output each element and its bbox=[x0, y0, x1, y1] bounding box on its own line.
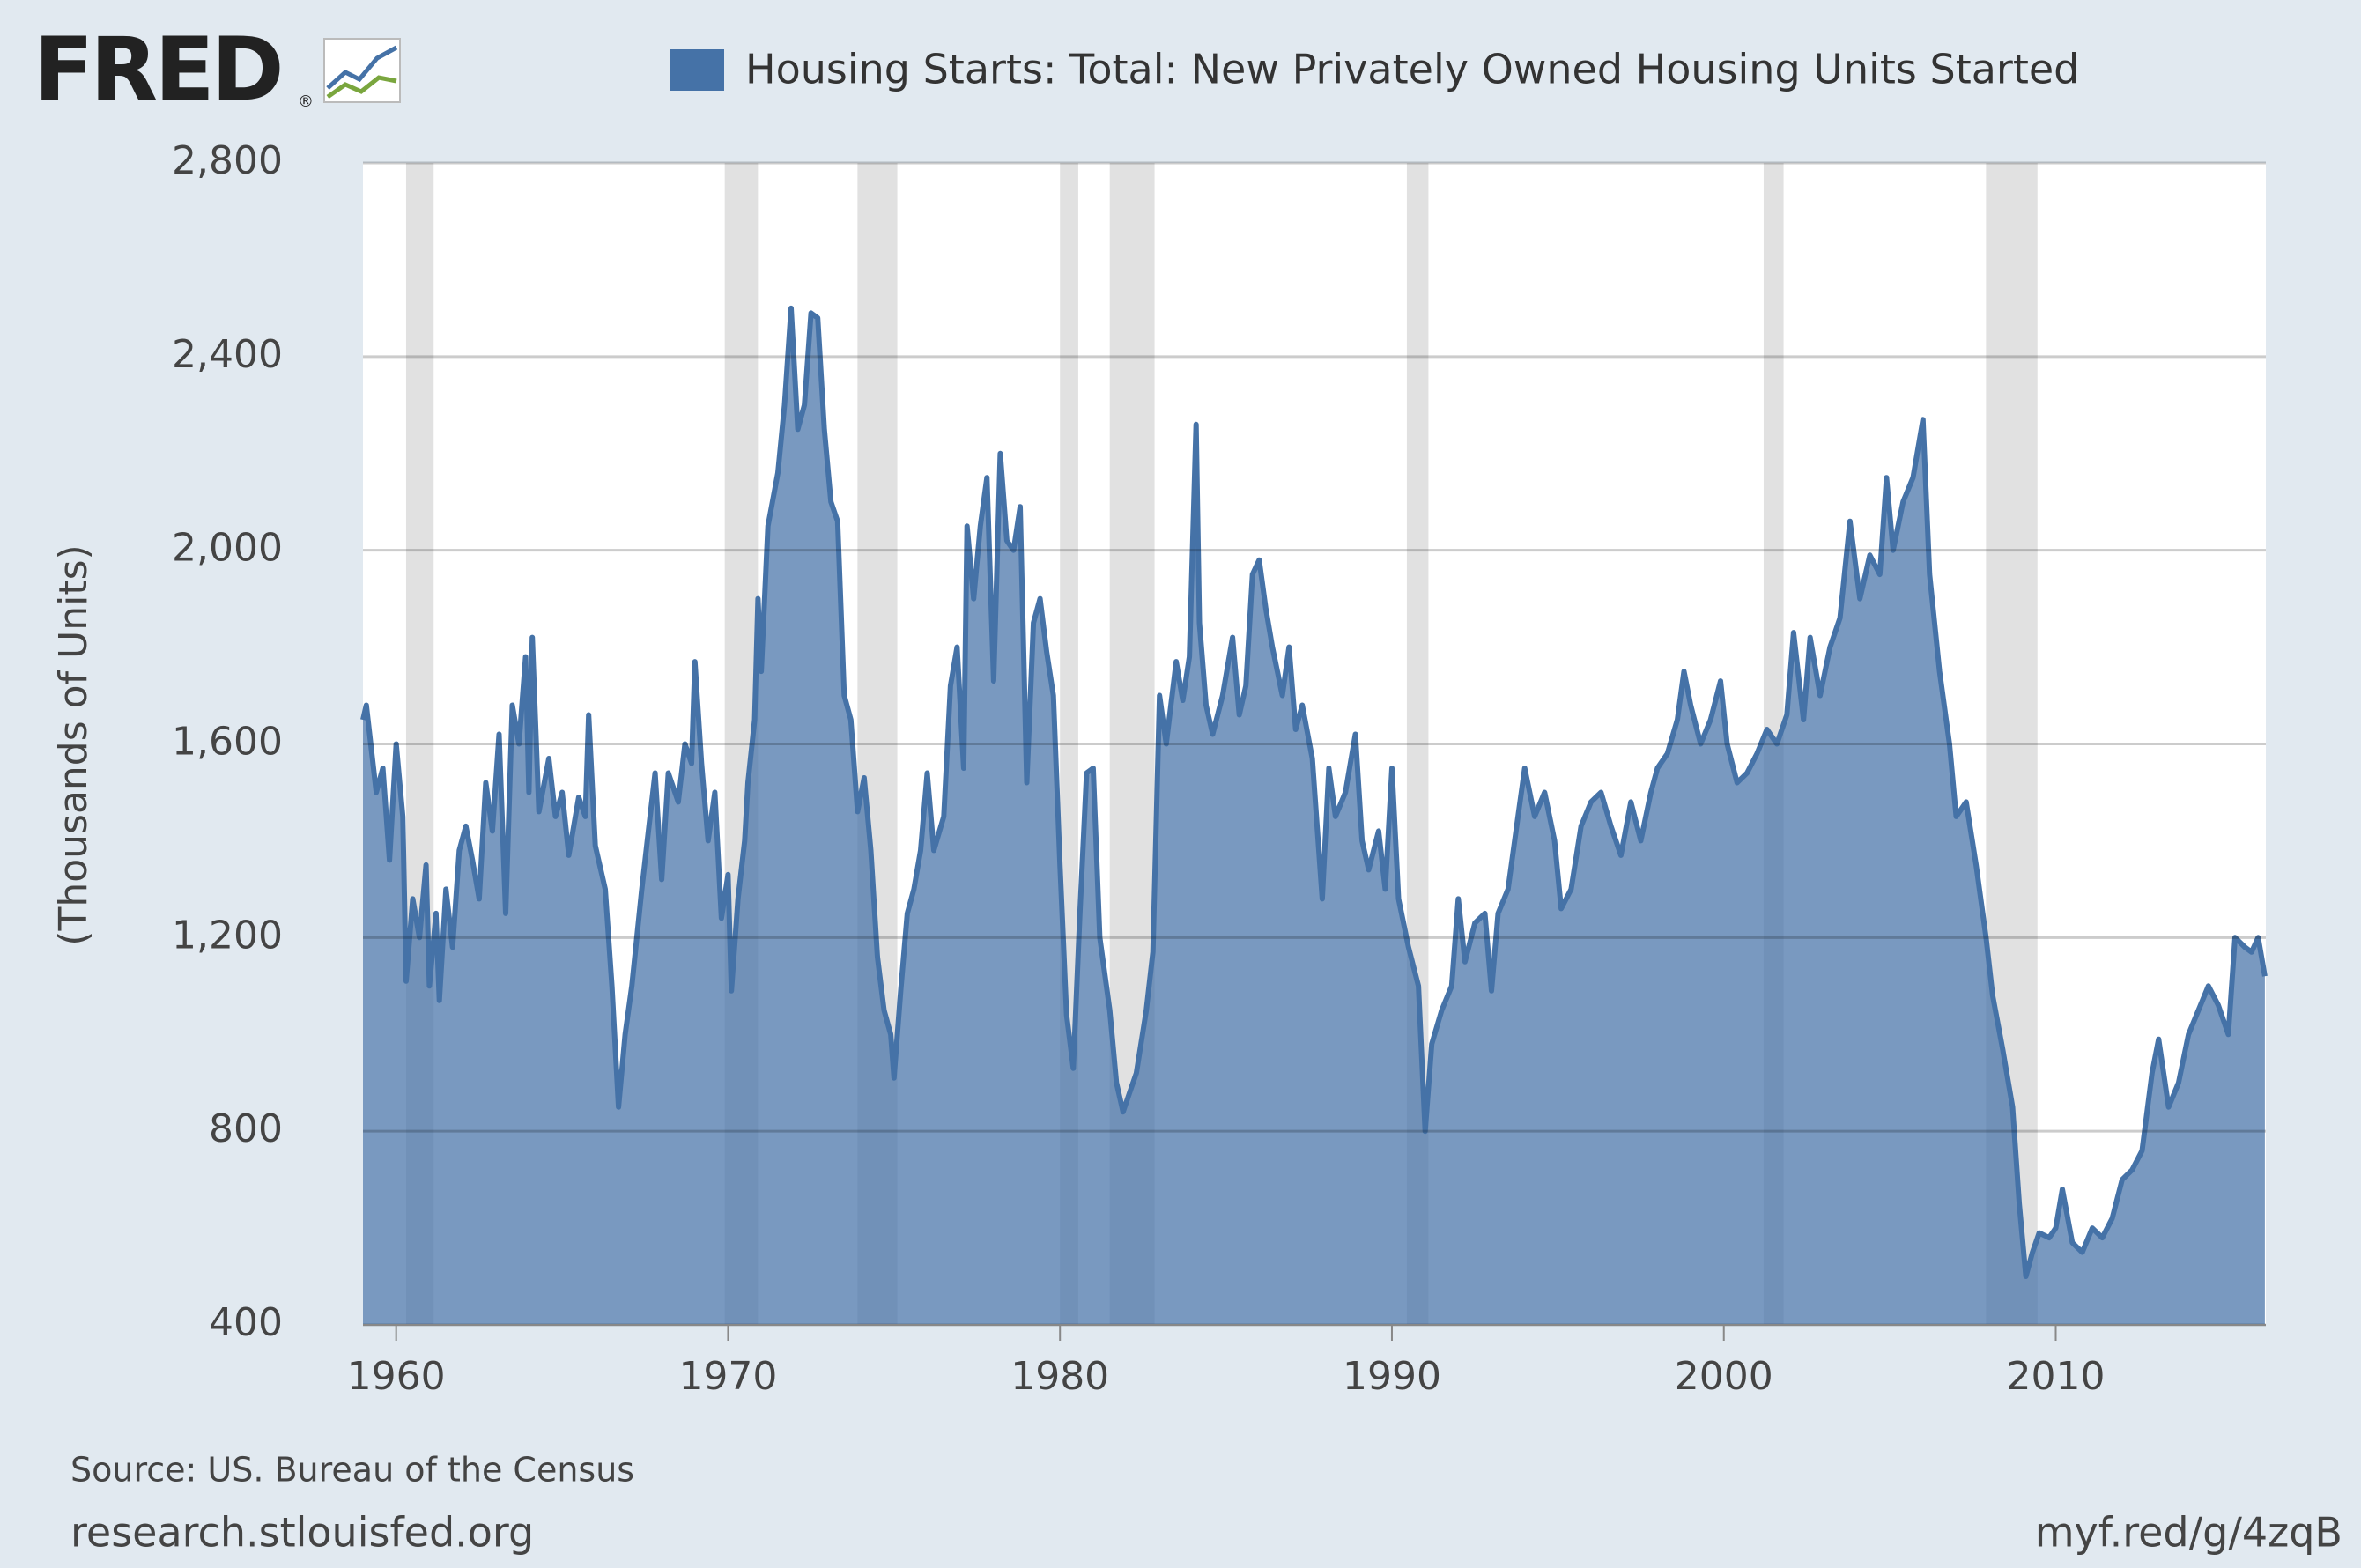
y-tick-label: 2,000 bbox=[172, 526, 283, 571]
footer-right: myf.red/g/4zqB bbox=[2035, 1509, 2342, 1557]
footer-left: research.stlouisfed.org bbox=[70, 1509, 534, 1557]
x-tick-label: 2000 bbox=[1675, 1354, 1773, 1399]
logo-mark: ® bbox=[298, 92, 314, 111]
logo-icon bbox=[323, 38, 401, 103]
logo: FRED bbox=[33, 18, 281, 121]
y-tick-label: 2,400 bbox=[172, 332, 283, 377]
series-line bbox=[360, 305, 2268, 1279]
x-tick-label: 1960 bbox=[347, 1354, 446, 1399]
source: Source: US. Bureau of the Census bbox=[70, 1451, 634, 1490]
legend-swatch bbox=[670, 49, 724, 91]
x-tick-label: 2010 bbox=[2007, 1354, 2106, 1399]
y-axis-label: (Thousands of Units) bbox=[51, 544, 96, 945]
y-tick-label: 400 bbox=[209, 1300, 283, 1345]
y-tick-label: 2,800 bbox=[172, 138, 283, 183]
x-tick-label: 1990 bbox=[1343, 1354, 1441, 1399]
y-tick-label: 1,600 bbox=[172, 720, 283, 765]
y-tick-label: 800 bbox=[209, 1106, 283, 1151]
legend-label: Housing Starts: Total: New Privately Own… bbox=[745, 46, 2079, 93]
x-tick-label: 1980 bbox=[1010, 1354, 1109, 1399]
x-tick-label: 1970 bbox=[678, 1354, 777, 1399]
y-tick-label: 1,200 bbox=[172, 913, 283, 958]
